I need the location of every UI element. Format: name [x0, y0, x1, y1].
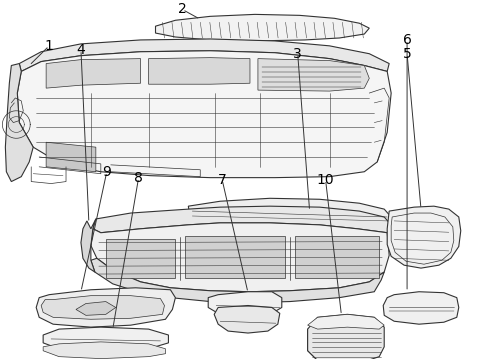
Polygon shape: [188, 198, 391, 223]
Polygon shape: [106, 239, 175, 278]
Polygon shape: [387, 206, 461, 268]
Polygon shape: [46, 59, 141, 88]
Text: 4: 4: [76, 43, 85, 57]
Text: 8: 8: [134, 171, 143, 185]
Polygon shape: [308, 314, 384, 329]
Polygon shape: [91, 258, 384, 302]
Polygon shape: [93, 206, 391, 233]
Text: 9: 9: [102, 165, 111, 179]
Polygon shape: [17, 51, 391, 177]
Polygon shape: [41, 296, 165, 319]
Polygon shape: [185, 236, 285, 278]
Polygon shape: [43, 327, 169, 351]
Polygon shape: [76, 302, 116, 315]
Polygon shape: [148, 58, 250, 84]
Polygon shape: [155, 14, 369, 41]
Text: 7: 7: [218, 172, 226, 186]
Text: 2: 2: [178, 3, 187, 17]
Polygon shape: [294, 236, 379, 278]
Polygon shape: [383, 292, 459, 324]
Polygon shape: [43, 342, 166, 359]
Text: 1: 1: [45, 39, 53, 53]
Polygon shape: [214, 306, 280, 333]
Text: 5: 5: [403, 47, 412, 61]
Polygon shape: [19, 39, 389, 71]
Text: 3: 3: [294, 47, 302, 61]
Polygon shape: [81, 219, 96, 272]
Polygon shape: [258, 59, 369, 91]
Polygon shape: [5, 64, 33, 181]
Polygon shape: [308, 314, 384, 360]
Polygon shape: [91, 223, 389, 292]
Polygon shape: [46, 142, 96, 172]
Text: 6: 6: [403, 33, 412, 47]
Polygon shape: [208, 292, 282, 315]
Text: 10: 10: [317, 172, 334, 186]
Polygon shape: [36, 288, 175, 327]
